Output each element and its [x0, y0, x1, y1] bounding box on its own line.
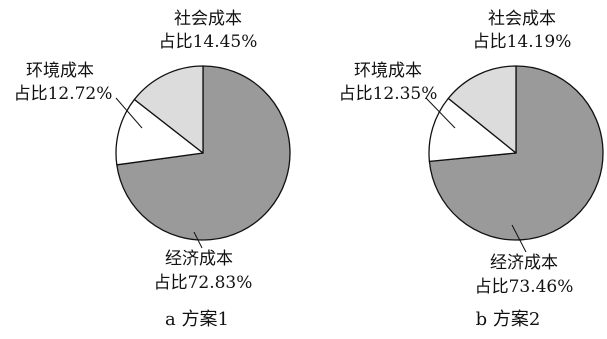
slice-label-1-social-name: 社会成本: [174, 9, 242, 29]
pie-chart-1: 社会成本 占比14.45% 环境成本 占比12.72% 经济成本 占比72.83…: [14, 9, 291, 330]
leader-line-2-env: [425, 97, 456, 129]
slice-label-1-eco-pct: 占比72.83%: [154, 273, 253, 293]
slice-label-2-eco-name: 经济成本: [490, 253, 558, 273]
slice-label-1-env-pct: 占比12.72%: [14, 84, 113, 104]
slice-label-2-social-pct: 占比14.19%: [473, 32, 572, 52]
slice-label-1-eco-name: 经济成本: [165, 249, 233, 269]
pie-chart-2: 社会成本 占比14.19% 环境成本 占比12.35% 经济成本 占比73.46…: [339, 9, 604, 330]
pie-2-slice-environmental: [428, 97, 517, 163]
pie-2-slice-social: [447, 65, 517, 154]
leader-line-2-eco: [511, 224, 527, 253]
pie-1-slices: [115, 65, 291, 241]
slice-label-2-eco-pct: 占比73.46%: [475, 277, 574, 297]
slice-label-2-env-pct: 占比12.35%: [339, 84, 438, 104]
slice-label-1-env-name: 环境成本: [26, 61, 94, 81]
pie-1-slice-environmental: [115, 98, 204, 166]
slice-label-2-env-name: 环境成本: [354, 61, 422, 81]
slice-label-1-social-pct: 占比14.45%: [159, 32, 258, 52]
chart-caption-1: a 方案1: [165, 309, 229, 330]
leader-line-1-eco: [193, 231, 203, 249]
pie-1-slice-social: [133, 65, 204, 154]
leader-line-1-env: [115, 97, 143, 129]
pie-2-slices: [428, 65, 604, 241]
chart-caption-2: b 方案2: [476, 309, 541, 330]
slice-label-2-social-name: 社会成本: [488, 9, 556, 29]
